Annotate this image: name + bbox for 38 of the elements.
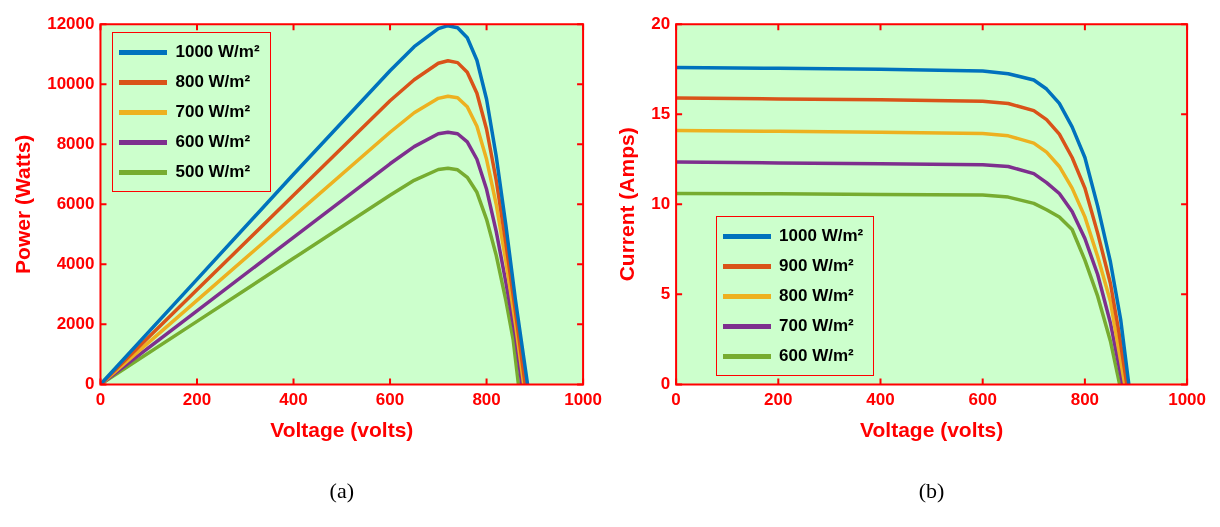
text: (b) — [917, 478, 946, 504]
y-tick-label: 0 — [85, 374, 95, 394]
legend-label: 1000 W/m² — [175, 42, 260, 63]
legend-label: 1000 W/m² — [779, 226, 864, 247]
x-tick-label: 1000 — [1168, 390, 1206, 410]
legend-label: 600 W/m² — [779, 346, 854, 367]
legend-label: 500 W/m² — [175, 162, 251, 183]
legend-label: 700 W/m² — [779, 316, 854, 337]
y-tick-label: 10 — [651, 193, 671, 213]
x-tick-label: 800 — [1070, 390, 1100, 410]
y-tick-label: 8000 — [56, 133, 95, 153]
legend-label: 900 W/m² — [779, 256, 854, 277]
x-tick-label: 400 — [866, 390, 895, 410]
x-tick-label: 200 — [182, 390, 212, 410]
legend-label: 600 W/m² — [175, 132, 251, 153]
y-tick-label: 5 — [660, 284, 671, 304]
y-tick-label: 6000 — [56, 193, 95, 213]
x-tick-label: 800 — [472, 390, 501, 410]
legend-label: 800 W/m² — [175, 72, 251, 93]
x-tick-label: 600 — [375, 390, 405, 410]
text: (a) — [328, 478, 355, 504]
x-axis-title: Voltage (volts) — [270, 418, 414, 442]
y-axis-title: Current (Amps) — [615, 127, 639, 282]
x-axis-title: Voltage (volts) — [860, 418, 1004, 442]
x-tick-label: 600 — [968, 390, 997, 410]
y-tick-label: 10000 — [47, 73, 95, 93]
y-tick-label: 15 — [651, 103, 671, 123]
x-tick-label: 200 — [764, 390, 793, 410]
y-tick-label: 20 — [651, 13, 671, 33]
y-tick-label: 2000 — [56, 314, 95, 334]
x-tick-label: 400 — [279, 390, 308, 410]
y-tick-label: 12000 — [47, 13, 95, 33]
y-tick-label: 0 — [660, 374, 671, 394]
legend-label: 800 W/m² — [779, 286, 854, 307]
y-tick-label: 4000 — [56, 254, 95, 274]
x-tick-label: 1000 — [564, 390, 602, 410]
y-axis-title: Power (Watts) — [11, 134, 35, 274]
legend-label: 700 W/m² — [175, 102, 251, 123]
